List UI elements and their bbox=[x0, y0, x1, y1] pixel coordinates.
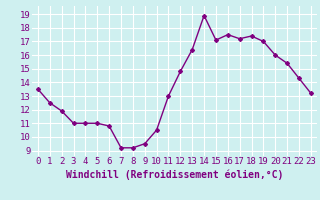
X-axis label: Windchill (Refroidissement éolien,°C): Windchill (Refroidissement éolien,°C) bbox=[66, 169, 283, 180]
